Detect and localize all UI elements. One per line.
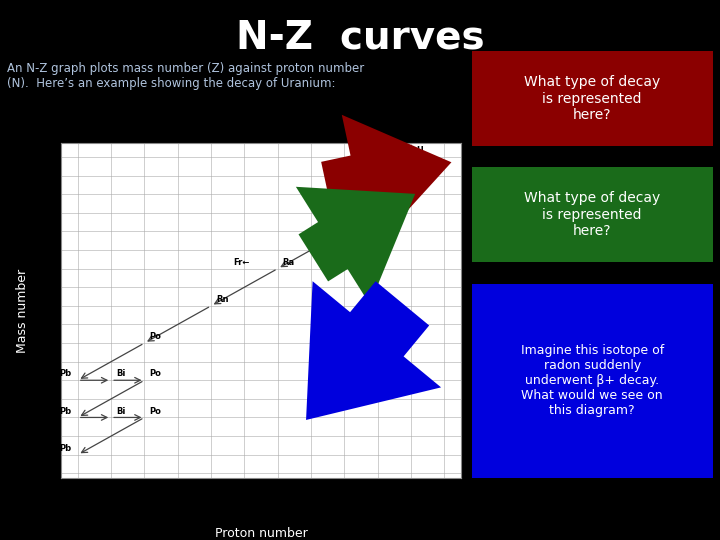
Text: Th: Th xyxy=(326,221,338,230)
Text: Ra: Ra xyxy=(283,258,294,267)
Text: Rn: Rn xyxy=(216,295,228,304)
Text: Ac: Ac xyxy=(306,492,316,501)
Text: Po: Po xyxy=(140,492,150,501)
X-axis label: Proton number: Proton number xyxy=(215,527,307,540)
Text: Po: Po xyxy=(150,407,161,416)
Text: Bi: Bi xyxy=(107,492,115,501)
Text: Pa: Pa xyxy=(373,492,382,501)
Text: U: U xyxy=(416,146,423,155)
Text: Rn: Rn xyxy=(205,492,217,501)
Text: Imagine this isotope of
radon suddenly
underwent β+ decay.
What would we see on
: Imagine this isotope of radon suddenly u… xyxy=(521,344,664,417)
Text: Pb: Pb xyxy=(73,492,83,501)
Text: U: U xyxy=(408,492,414,501)
Text: Fr←: Fr← xyxy=(233,258,249,267)
Text: Th: Th xyxy=(339,492,349,501)
Text: Po: Po xyxy=(150,369,161,379)
Text: What type of decay
is represented
here?: What type of decay is represented here? xyxy=(524,192,660,238)
Text: Pb: Pb xyxy=(60,444,72,453)
Text: Pb: Pb xyxy=(60,369,72,379)
Text: Np: Np xyxy=(438,492,450,501)
Text: Pa: Pa xyxy=(381,184,392,192)
Text: Th: Th xyxy=(326,184,338,192)
Text: Bi: Bi xyxy=(116,407,125,416)
Text: Fr: Fr xyxy=(240,492,248,501)
Text: N-Z  curves: N-Z curves xyxy=(235,19,485,57)
Text: U: U xyxy=(416,184,423,192)
Text: Pb: Pb xyxy=(60,407,72,416)
Text: Ra: Ra xyxy=(272,492,283,501)
Y-axis label: Mass number: Mass number xyxy=(16,268,29,353)
Text: An N-Z graph plots mass number (Z) against proton number
(N).  Here’s an example: An N-Z graph plots mass number (Z) again… xyxy=(7,62,364,90)
Text: Po: Po xyxy=(150,332,161,341)
Text: What type of decay
is represented
here?: What type of decay is represented here? xyxy=(524,76,660,122)
Text: At: At xyxy=(174,492,182,501)
Text: Bi: Bi xyxy=(116,369,125,379)
